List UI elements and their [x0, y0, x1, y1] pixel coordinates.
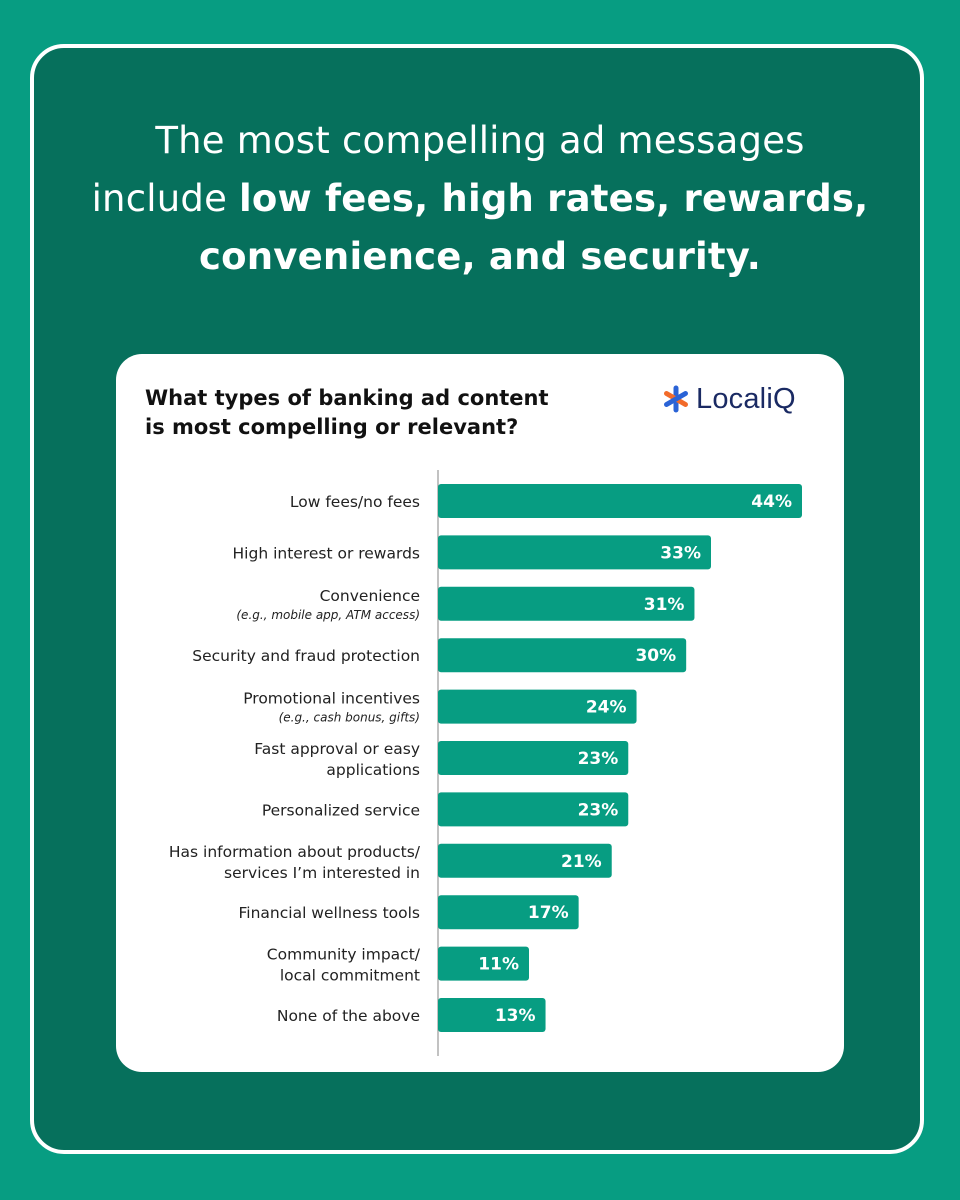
bar	[438, 946, 529, 981]
category-label: Low fees/no fees	[290, 493, 420, 511]
bar-value-label: 31%	[644, 595, 685, 615]
bar-value-label: 24%	[586, 698, 627, 718]
category-label: local commitment	[280, 967, 420, 985]
category-label: Convenience	[320, 587, 420, 605]
category-label: services I’m interested in	[224, 864, 420, 882]
category-label: Financial wellness tools	[239, 904, 421, 922]
bar-value-label: 17%	[528, 903, 569, 923]
headline-line-2-prefix: include	[91, 177, 239, 220]
bar	[438, 638, 687, 673]
headline-line-1: The most compelling ad messages	[155, 119, 805, 162]
bar-value-label: 30%	[635, 646, 676, 666]
chart-card: What types of banking ad content is most…	[116, 354, 844, 1072]
bar	[438, 843, 612, 878]
bar-value-label: 44%	[751, 492, 792, 512]
category-label: Security and fraud protection	[192, 647, 420, 665]
headline-line-3: convenience, and security.	[199, 235, 761, 278]
bar-value-label: 21%	[561, 852, 602, 872]
asterisk-logo-icon	[664, 385, 688, 413]
category-subnote: (e.g., cash bonus, gifts)	[279, 711, 420, 725]
headline-line-2-bold: low fees, high rates, rewards,	[239, 177, 869, 220]
bar-value-label: 33%	[660, 543, 701, 563]
chart-title: What types of banking ad content is most…	[145, 384, 615, 442]
bar-value-label: 23%	[578, 749, 619, 769]
bar-value-label: 11%	[478, 955, 519, 975]
headline: The most compelling ad messages include …	[30, 112, 930, 286]
category-label: Community impact/	[267, 946, 421, 964]
bar	[438, 792, 629, 827]
category-label: High interest or rewards	[233, 544, 420, 562]
chart-title-line-1: What types of banking ad content	[145, 386, 549, 410]
bar-chart: 44% Low fees/no fees 33% High interest or r…	[169, 470, 802, 1056]
category-subnote: (e.g., mobile app, ATM access)	[236, 608, 420, 622]
category-label: Promotional incentives	[243, 690, 420, 708]
headline-line-2: include low fees, high rates, rewards,	[30, 170, 930, 228]
bar	[438, 998, 546, 1032]
category-label: Has information about products/	[169, 843, 421, 861]
bar-value-label: 13%	[495, 1006, 536, 1026]
brand-name: LocaliQ	[696, 382, 796, 415]
brand-logo: LocaliQ	[662, 382, 796, 416]
bar	[438, 586, 695, 621]
category-label: Fast approval or easy	[254, 740, 420, 758]
category-label: Personalized service	[262, 801, 420, 819]
chart-title-line-2: is most compelling or relevant?	[145, 415, 519, 439]
bar	[438, 484, 802, 518]
category-label: None of the above	[277, 1007, 420, 1025]
bar	[438, 895, 579, 930]
bar	[438, 689, 637, 724]
bar	[438, 535, 711, 570]
category-label: applications	[326, 761, 420, 779]
bar	[438, 741, 629, 775]
bar-value-label: 23%	[578, 800, 619, 820]
